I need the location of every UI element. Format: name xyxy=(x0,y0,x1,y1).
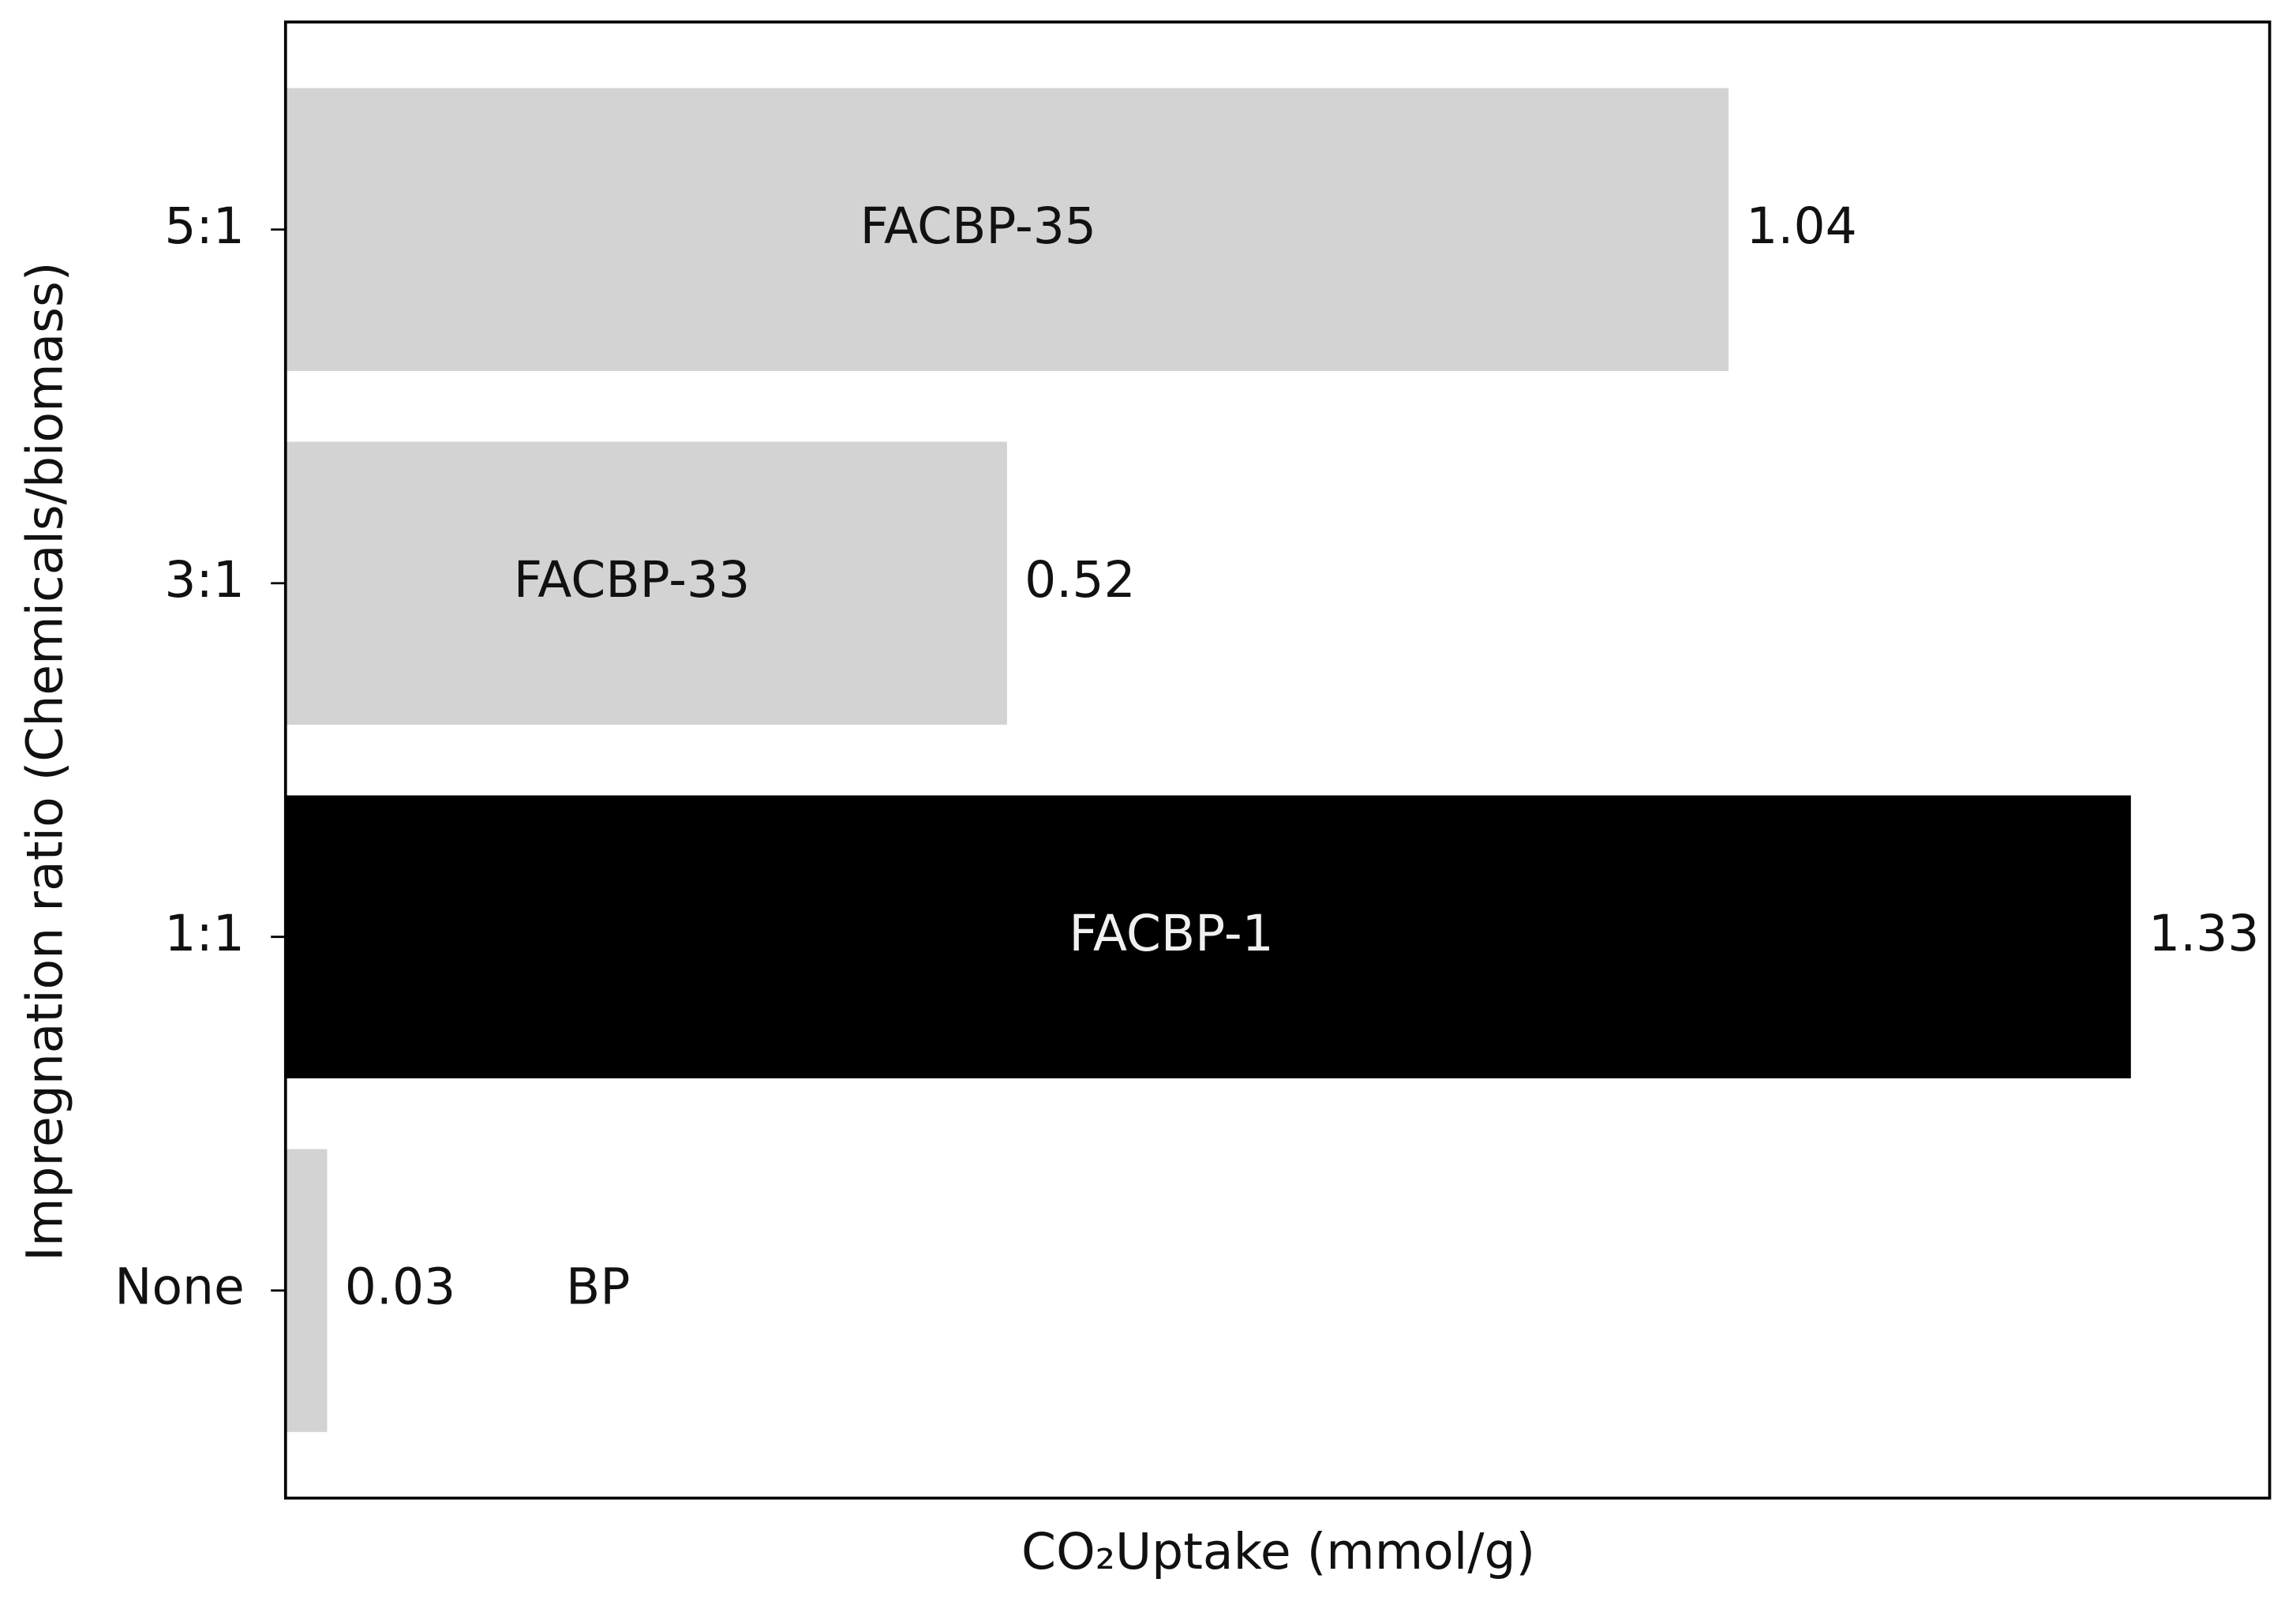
value-label: 1.33 xyxy=(2148,904,2259,962)
plot-frame xyxy=(283,20,2272,1500)
bar xyxy=(285,441,1007,725)
bar-label: BP xyxy=(566,1258,630,1316)
x-axis-label: CO₂Uptake (mmol/g) xyxy=(1021,1522,1535,1581)
bar-label: FACBP-35 xyxy=(860,197,1096,255)
y-tick-label: 1:1 xyxy=(164,904,245,962)
y-tick-label: 5:1 xyxy=(164,197,245,255)
bar xyxy=(285,88,1729,371)
value-label: 1.04 xyxy=(1746,197,1856,255)
bar xyxy=(285,795,2131,1078)
bar xyxy=(285,1149,328,1432)
value-label: 0.52 xyxy=(1024,550,1135,609)
y-axis-label: Impregnation ratio (Chemicals/biomass) xyxy=(15,262,73,1262)
bar-label: FACBP-1 xyxy=(1069,904,1273,962)
bar-label: FACBP-33 xyxy=(514,550,750,609)
value-label: 0.03 xyxy=(345,1258,455,1316)
y-tick-label: None xyxy=(114,1258,245,1316)
y-tick-label: 3:1 xyxy=(164,550,245,609)
